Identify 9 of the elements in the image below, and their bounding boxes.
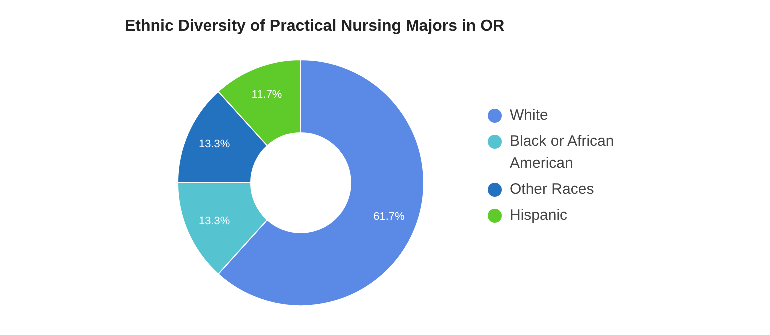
legend-label: White [510,106,548,126]
legend-label: Hispanic [510,206,568,226]
legend-label: Black or African American [510,132,616,174]
legend-label: Other Races [510,180,594,200]
data-label: 61.7% [374,210,405,223]
data-label: 13.3% [199,138,230,151]
chart-title: Ethnic Diversity of Practical Nursing Majors in OR [125,18,505,36]
data-label: 11.7% [252,88,282,101]
data-label: 13.3% [199,215,230,228]
